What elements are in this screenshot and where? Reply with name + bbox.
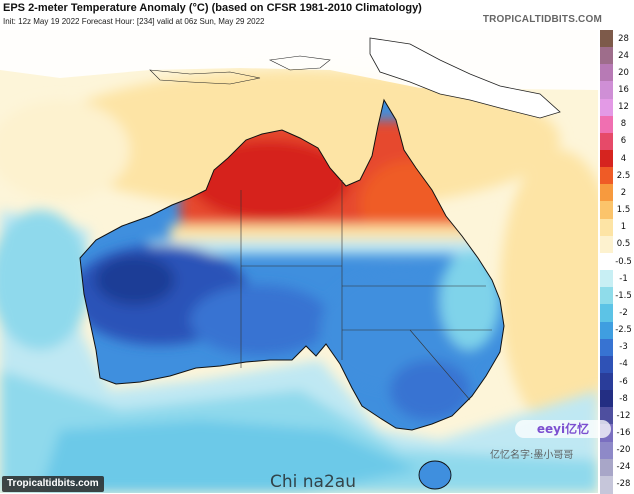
ocean-cold-field (0, 210, 598, 493)
legend-label: 1 (620, 222, 627, 233)
forecast-info: Init: 12z May 19 2022 Forecast Hour: [23… (3, 17, 265, 26)
legend-label: -6 (619, 376, 628, 387)
watermark-badge: eeyi亿忆 (515, 420, 611, 438)
legend-swatch (600, 235, 613, 254)
legend-swatch (600, 150, 613, 169)
legend-label: -0.5 (615, 256, 632, 267)
state-borders (240, 180, 492, 401)
map-canvas (0, 30, 598, 493)
legend-label: -16 (616, 427, 631, 438)
legend-swatch (600, 64, 613, 83)
legend-swatch (600, 30, 613, 48)
legend-label: 1.5 (616, 205, 631, 216)
tasmania-coastline (418, 460, 452, 490)
watermark-text: Chi na2au (270, 472, 356, 492)
legend-swatch (600, 458, 613, 477)
legend-swatch (600, 372, 613, 391)
legend-label: -3 (619, 342, 628, 353)
timor-outline (268, 55, 331, 71)
legend-swatch (600, 475, 613, 494)
legend-label: 2 (620, 187, 627, 198)
legend-swatch (600, 321, 613, 340)
legend-label: 28 (618, 33, 629, 44)
site-brand: TROPICALTIDBITS.COM (482, 14, 602, 25)
legend-swatch (600, 304, 613, 323)
legend-swatch (600, 287, 613, 306)
footer-brand: Tropicaltidbits.com (2, 476, 104, 492)
legend-swatch (600, 270, 613, 289)
legend-label: -4 (619, 359, 628, 370)
legend-label: -28 (616, 479, 631, 490)
legend-swatch (600, 441, 613, 460)
new-guinea-outline (369, 37, 561, 119)
legend-label: -2.5 (615, 325, 632, 336)
color-legend: 28 24 20 16 12 8 6 4 2.5 2 1.5 1 0.5 -0.5 -1 -1.5 -2 -2.5… (599, 30, 634, 494)
legend-label: 16 (618, 85, 629, 96)
indonesia-islands (149, 69, 261, 85)
legend-swatch (600, 47, 613, 66)
tasmania (419, 461, 451, 489)
legend-label: 24 (618, 50, 629, 61)
legend-label: -20 (616, 445, 631, 456)
legend-label: 6 (620, 136, 627, 147)
australia-coastline (79, 98, 505, 431)
legend-swatch (600, 218, 613, 237)
legend-label: -2 (619, 307, 628, 318)
legend-swatch (600, 98, 613, 117)
legend-swatch (600, 338, 613, 357)
legend-label: -24 (616, 462, 631, 473)
legend-label: -8 (619, 393, 628, 404)
legend-swatch (600, 115, 613, 134)
legend-label: -1.5 (615, 290, 632, 301)
legend-swatch (600, 132, 613, 151)
map-header: EPS 2-meter Temperature Anomaly (°C) (ba… (0, 0, 634, 30)
legend-swatch (600, 167, 613, 186)
legend-label: -12 (616, 410, 631, 421)
legend-swatch (600, 81, 613, 100)
legend-swatch (600, 201, 613, 220)
legend-label: 2.5 (616, 170, 631, 181)
legend-swatch (600, 390, 613, 409)
legend-label: 20 (618, 67, 629, 78)
legend-label: 0.5 (616, 239, 631, 250)
legend-swatch (600, 355, 613, 374)
legend-label: 4 (620, 153, 627, 164)
map-title: EPS 2-meter Temperature Anomaly (°C) (ba… (3, 2, 422, 14)
legend-swatch (600, 252, 613, 271)
legend-label: 8 (620, 119, 627, 130)
legend-swatch (600, 184, 613, 203)
legend-label: 12 (618, 102, 629, 113)
anomaly-map (0, 30, 598, 493)
watermark-author: 亿忆名字:墨小哥哥 (490, 450, 574, 461)
legend-label: -1 (619, 273, 628, 284)
